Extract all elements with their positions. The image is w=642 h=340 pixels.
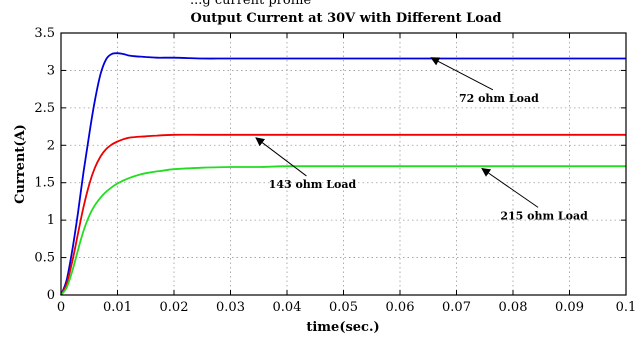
chart-title: Output Current at 30V with Different Loa… <box>191 11 502 26</box>
x-tick-label: 0.04 <box>273 300 302 315</box>
y-tick-label: 3.5 <box>34 26 55 41</box>
y-tick-label: 1.5 <box>34 176 55 191</box>
x-tick-label: 0.09 <box>555 300 584 315</box>
y-tick-label: 2.5 <box>34 101 55 116</box>
x-tick-label: 0.06 <box>386 300 415 315</box>
annotation-label: 143 ohm Load <box>269 178 357 191</box>
green-current-line <box>60 165 626 296</box>
x-tick-label: 0.02 <box>160 300 189 315</box>
x-tick-label: 0.07 <box>442 300 471 315</box>
annotations: 72 ohm Load 143 ohm Load 215 ohm Load <box>255 57 588 222</box>
y-tick-label: 0 <box>47 288 55 303</box>
y-axis-title: Current(A) <box>13 124 28 204</box>
blue-current-line <box>60 52 626 296</box>
ticks: 0 0.01 0.02 0.03 0.04 0.05 0.06 0.07 0.08 0.09 0.1… <box>34 26 636 315</box>
red-current-line <box>60 133 626 296</box>
x-tick-label: 0.05 <box>329 300 358 315</box>
x-tick-label: 0 <box>57 300 65 315</box>
x-tick-label: 0.08 <box>499 300 528 315</box>
annotation-arrow <box>430 57 494 91</box>
annotation-arrow <box>481 167 539 208</box>
y-tick-label: 2 <box>47 138 55 153</box>
cropped-header-text: ...g current profile <box>190 0 312 8</box>
x-tick-label: 0.01 <box>103 300 132 315</box>
series-lines <box>60 52 626 296</box>
y-tick-label: 0.5 <box>34 251 55 266</box>
annotation-arrow <box>255 137 307 177</box>
x-tick-label: 0.1 <box>616 300 637 315</box>
annotation-label: 72 ohm Load <box>459 92 539 105</box>
x-axis-title: time(sec.) <box>306 320 379 335</box>
y-tick-label: 1 <box>47 213 55 228</box>
annotation-label: 215 ohm Load <box>500 209 588 222</box>
x-tick-label: 0.03 <box>216 300 245 315</box>
y-tick-label: 3 <box>47 63 55 78</box>
grid <box>61 33 626 295</box>
